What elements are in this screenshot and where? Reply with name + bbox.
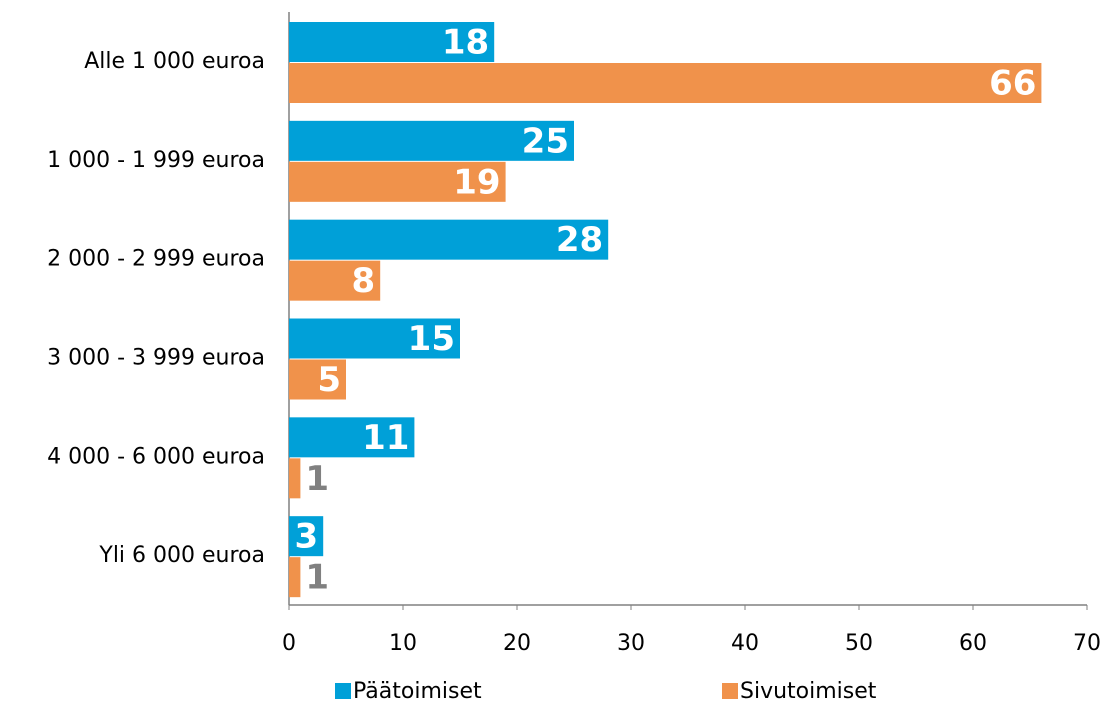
legend-label: Sivutoimiset [740,679,877,704]
bar [289,458,301,499]
data-label: 1 [305,558,329,598]
data-label: 18 [442,23,489,63]
y-tick-label: 2 000 - 2 999 euroa [47,247,265,272]
bar [289,161,506,202]
data-label: 19 [453,162,500,202]
bar [289,318,460,359]
legend-swatch [722,683,738,699]
x-tick-label: 50 [845,631,873,656]
bar [289,516,324,557]
bar [289,219,609,260]
x-tick-label: 40 [731,631,759,656]
x-tick-label: 30 [617,631,645,656]
data-label: 15 [408,319,455,359]
x-tick-label: 60 [959,631,987,656]
bar [289,22,495,62]
bar [289,359,346,400]
data-label: 28 [556,220,603,260]
data-label: 8 [352,261,376,301]
data-label: 66 [989,64,1036,104]
y-tick-label: 3 000 - 3 999 euroa [47,346,265,371]
bar [289,63,1042,103]
y-tick-label: Alle 1 000 euroa [84,49,265,74]
data-label: 11 [362,418,409,458]
x-tick-label: 70 [1073,631,1101,656]
legend-swatch [335,683,351,699]
y-tick-label: 1 000 - 1 999 euroa [47,148,265,173]
x-tick-label: 0 [282,631,296,656]
x-tick-label: 10 [389,631,417,656]
data-label: 1 [305,459,329,499]
data-label: 5 [317,360,341,400]
data-label: 3 [295,517,319,557]
x-tick-label: 20 [503,631,531,656]
data-label: 25 [522,121,569,161]
y-tick-label: Yli 6 000 euroa [98,543,265,568]
bar [289,120,574,161]
bar [289,260,381,301]
bar [289,557,301,598]
y-tick-label: 4 000 - 6 000 euroa [47,444,265,469]
bar [289,417,415,458]
legend-label: Päätoimiset [353,679,482,704]
